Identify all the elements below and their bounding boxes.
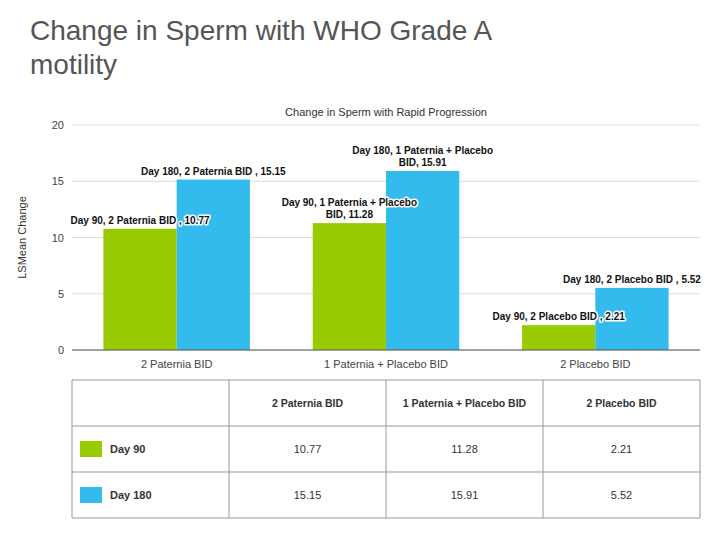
table-header: 2 Paternia BID (272, 397, 344, 409)
legend-swatch (80, 441, 102, 457)
text-line: Day 90, 2 Placebo BID , 2.21 (493, 311, 626, 322)
table-border (72, 380, 73, 518)
text-line: Day 180, 1 Paternia + Placebo (352, 145, 493, 156)
bar (313, 223, 386, 350)
table-border (700, 380, 701, 518)
annotation: Day 90, 2 Placebo BID , 2.21 (493, 311, 626, 322)
annotation: Day 180, 2 Paternia BID , 15.15 (141, 166, 286, 177)
y-tick-label: 5 (58, 288, 64, 300)
table-header: 1 Paternia + Placebo BID (403, 397, 527, 409)
y-tick-label: 10 (52, 232, 64, 244)
bar (103, 229, 176, 350)
annotation: Day 90, 1 Paternia + PlaceboBID, 11.28 (282, 197, 417, 220)
chart: Change in Sperm with WHO Grade Amotility… (0, 0, 720, 540)
subtitle: Change in Sperm with Rapid Progression (285, 106, 487, 118)
data-table: 2 Paternia BID 1 Paternia + Placebo BID 2 … (72, 380, 700, 518)
table-value: 10.77 (294, 443, 322, 455)
table-value: 2.21 (611, 443, 632, 455)
text-line: BID, 15.91 (399, 157, 447, 168)
table-border (72, 426, 700, 427)
text-line: Day 180, 2 Paternia BID , 15.15 (141, 166, 286, 177)
table-border (543, 380, 544, 518)
text-line: Day 90, 1 Paternia + Placebo (282, 197, 417, 208)
table-value: 15.15 (294, 489, 322, 501)
annotation: Day 180, 1 Paternia + PlaceboBID, 15.91 (352, 145, 493, 168)
x-tick-label: 1 Paternia + Placebo BID (324, 358, 448, 370)
annotation: Day 180, 2 Placebo BID , 5.52 (563, 274, 701, 285)
grid-line (72, 125, 700, 126)
bar (522, 325, 595, 350)
table-border (72, 518, 700, 519)
text-line: motility (30, 49, 117, 80)
text-line: Day 180, 2 Placebo BID , 5.52 (563, 274, 701, 285)
grid-line (72, 350, 700, 351)
text-line: BID, 11.28 (326, 209, 374, 220)
annotation: Day 90, 2 Paternia BID , 10.77 (71, 215, 210, 226)
y-tick-label: 20 (52, 119, 64, 131)
table-header: 2 Placebo BID (586, 397, 656, 409)
title: Change in Sperm with WHO Grade Amotility (30, 15, 493, 80)
text-line: Change in Sperm with WHO Grade A (30, 15, 493, 46)
table-border (72, 380, 700, 381)
y-axis-label: LSMean Change (16, 196, 28, 279)
table-value: 15.91 (451, 489, 479, 501)
table-value: 11.28 (451, 443, 478, 455)
legend-label: Day 180 (110, 489, 152, 501)
x-axis-line (72, 350, 700, 351)
table-border (229, 380, 230, 518)
table-border (386, 380, 387, 518)
legend-label: Day 90 (110, 443, 145, 455)
bar (177, 180, 250, 350)
y-tick-label: 0 (58, 344, 64, 356)
legend-swatch (80, 487, 102, 503)
y-tick-label: 15 (52, 175, 64, 187)
table-border (72, 472, 700, 473)
x-tick-label: 2 Placebo BID (560, 358, 630, 370)
x-tick-label: 2 Paternia BID (141, 358, 213, 370)
text-line: Day 90, 2 Paternia BID , 10.77 (71, 215, 210, 226)
table-value: 5.52 (611, 489, 632, 501)
